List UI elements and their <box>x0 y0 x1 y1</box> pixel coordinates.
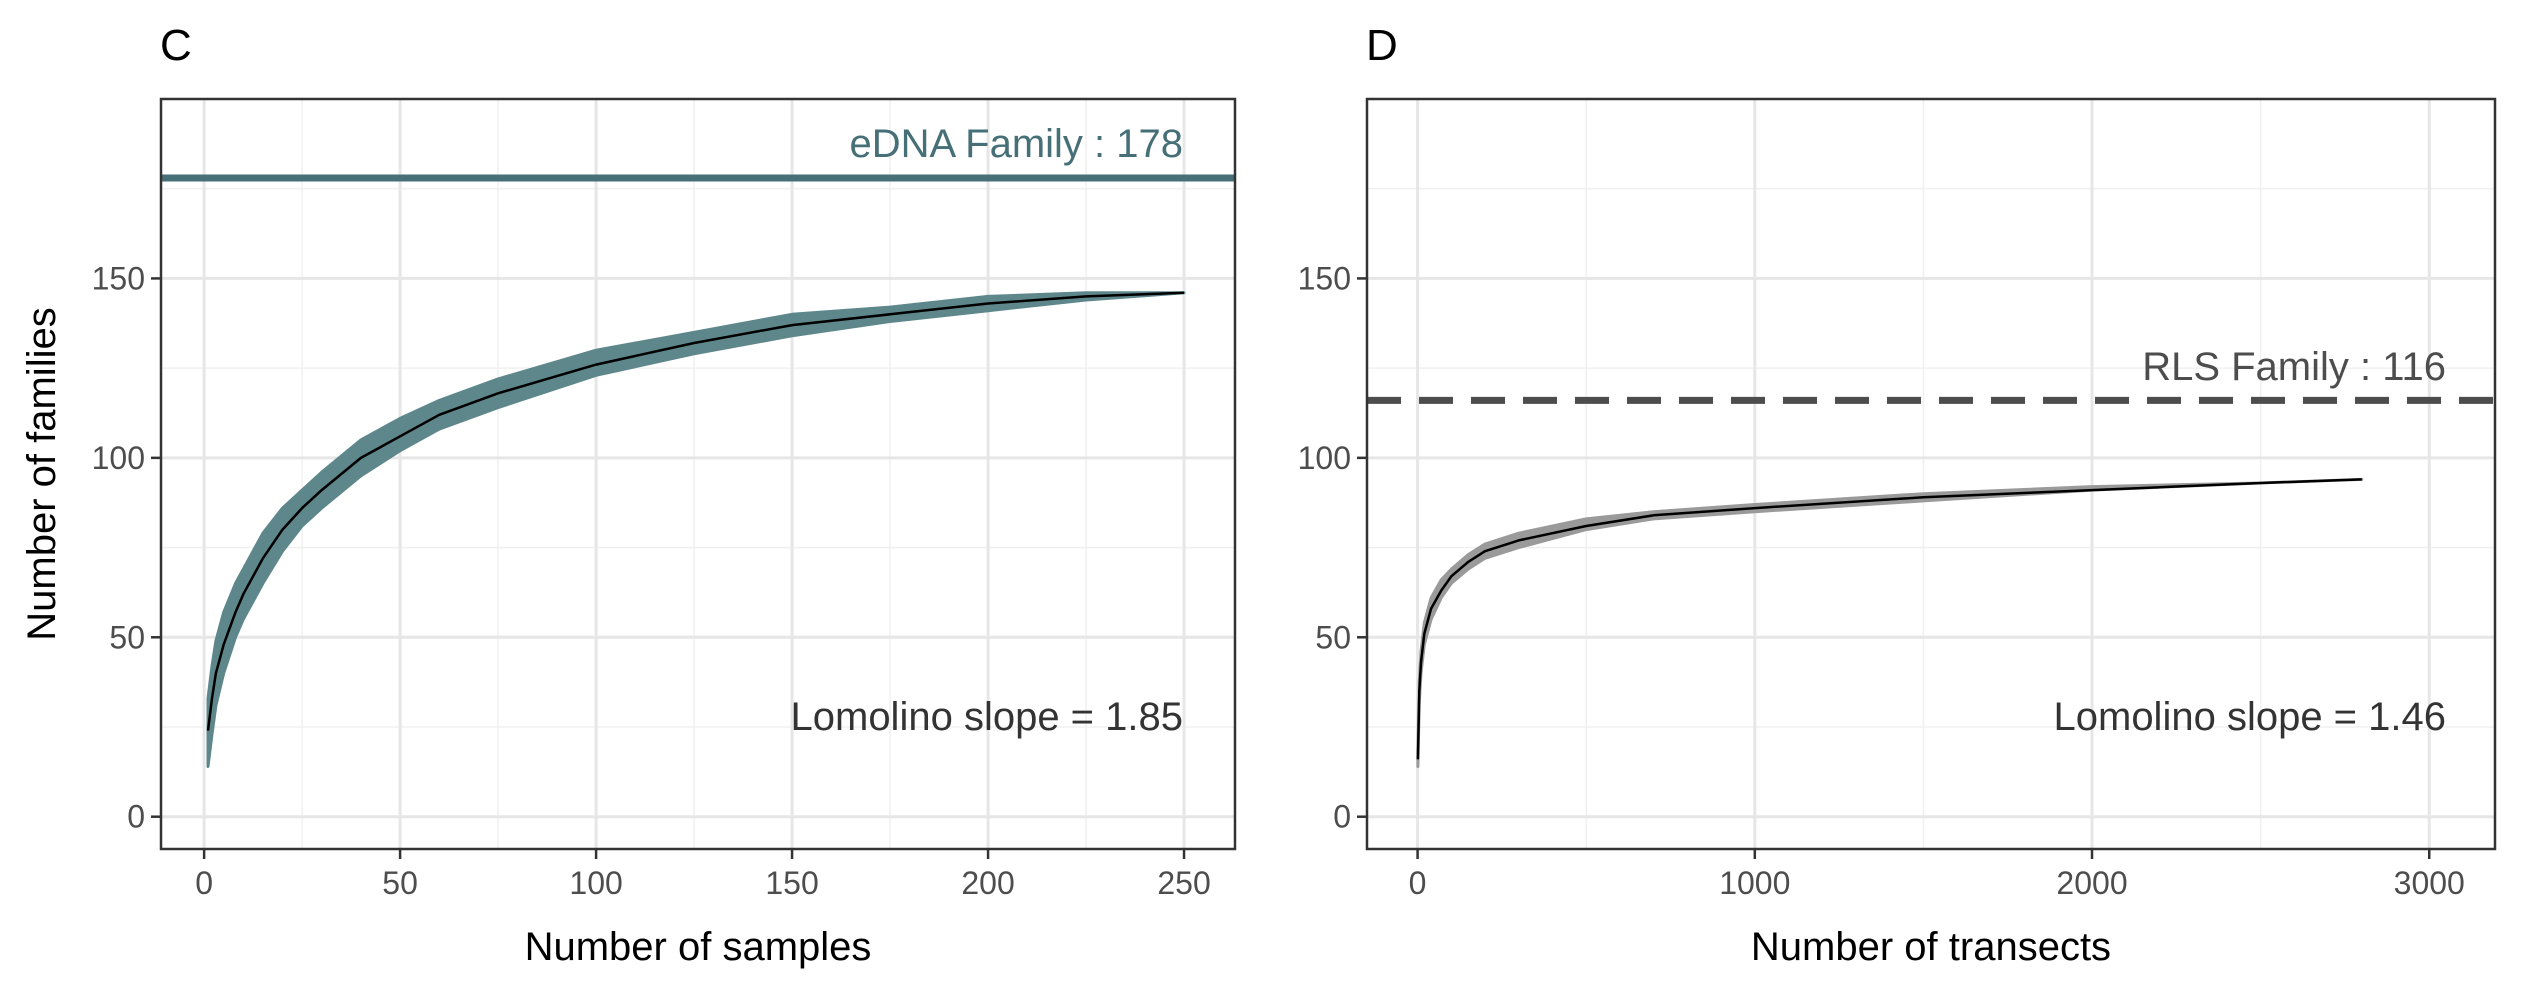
x-tick-label: 1000 <box>1719 865 1790 901</box>
grid-c <box>161 99 1235 849</box>
y-tick-label: 100 <box>1298 440 1351 476</box>
plot-border-d <box>1365 97 2497 851</box>
accumulation-line-d <box>1416 478 2362 760</box>
y-tick-label: 100 <box>92 440 145 476</box>
y-tick-label: 0 <box>127 799 145 835</box>
accumulation-line-c <box>206 291 1185 731</box>
panel-c: C eDNA Family : 178 Lomolino slope = 1.8… <box>20 21 1237 969</box>
x-tick-label: 0 <box>1409 865 1427 901</box>
x-axis-title-d: Number of transects <box>1751 925 2111 969</box>
y-tick-label: 50 <box>109 619 145 655</box>
panel-d: D RLS Family : 116 Lomolino slope = 1.46… <box>1298 21 2497 969</box>
ticks-c: 0 50 100 150 200 250 0 50 100 150 <box>92 260 1211 901</box>
x-tick-label: 100 <box>569 865 622 901</box>
reference-label-d: RLS Family : 116 <box>2142 345 2446 389</box>
y-tick-label: 150 <box>92 260 145 296</box>
accumulation-line-c <box>206 291 1185 731</box>
x-axis-title-c: Number of samples <box>525 925 872 969</box>
panel-tag-c: C <box>160 21 192 70</box>
panel-tag-d: D <box>1366 21 1398 70</box>
plot-border-c <box>159 97 1237 851</box>
slope-annotation-c: Lomolino slope = 1.85 <box>791 695 1184 739</box>
y-axis-title: Number of families <box>20 307 64 640</box>
grid-d <box>1367 99 2495 849</box>
x-tick-label: 200 <box>961 865 1014 901</box>
x-tick-label: 150 <box>765 865 818 901</box>
y-tick-label: 150 <box>1298 260 1351 296</box>
x-tick-label: 2000 <box>2056 865 2127 901</box>
accumulation-line-d <box>1416 478 2362 760</box>
x-tick-label: 250 <box>1157 865 1210 901</box>
y-tick-label: 0 <box>1333 799 1351 835</box>
plot-background-d <box>1367 99 2495 849</box>
x-tick-label: 3000 <box>2394 865 2465 901</box>
slope-annotation-d: Lomolino slope = 1.46 <box>2054 695 2447 739</box>
ticks-d: 0 1000 2000 3000 0 50 100 150 <box>1298 260 2465 901</box>
x-tick-label: 0 <box>195 865 213 901</box>
x-tick-label: 50 <box>382 865 418 901</box>
reference-label-c: eDNA Family : 178 <box>850 122 1183 166</box>
y-tick-label: 50 <box>1315 619 1351 655</box>
